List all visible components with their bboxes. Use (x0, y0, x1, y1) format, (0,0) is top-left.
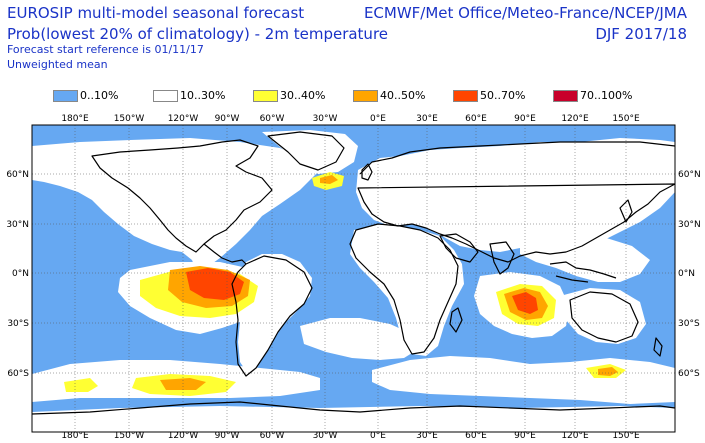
coast-antarctica (32, 401, 675, 415)
lon-tick-label: 90°E (514, 431, 536, 439)
prob-orange-southern-2 (160, 378, 206, 390)
prob-white-maritime (520, 234, 650, 282)
legend-label: 70..100% (580, 89, 633, 102)
probability-fields (32, 125, 675, 432)
lon-tick-label: 30°E (416, 114, 438, 124)
legend-swatch (453, 90, 478, 102)
legend-label: 30..40% (280, 89, 326, 102)
coast-australia (569, 291, 639, 343)
top-longitude-ticks: 180°E 150°W 120°W 90°W 60°W 30°W 0°E 30°… (61, 114, 640, 124)
lon-tick-label: 60°E (465, 431, 487, 439)
legend-swatch (253, 90, 278, 102)
left-latitude-ticks: 60°N 30°N 0°N 30°S 60°S (6, 170, 29, 379)
lon-tick-label: 120°E (561, 431, 589, 439)
map-frame (31, 124, 676, 433)
graticule (32, 125, 675, 432)
lon-tick-label: 30°W (313, 114, 338, 124)
lon-tick-label: 150°E (612, 114, 640, 124)
lon-tick-label: 90°W (215, 114, 240, 124)
lon-tick-label: 60°W (260, 431, 285, 439)
prob-yellow-southern-1 (64, 378, 98, 392)
lon-tick-label: 60°W (260, 114, 285, 124)
prob-white-africa (350, 224, 464, 356)
coastlines (32, 131, 675, 415)
lon-tick-label: 0°E (370, 114, 386, 124)
coast-eurasia (357, 141, 675, 263)
lon-tick-label: 120°E (561, 114, 589, 124)
prob-red-indian-ocean (512, 292, 538, 314)
legend-swatch (553, 90, 578, 102)
lon-tick-label: 120°W (168, 431, 199, 439)
prob-orange-southern-3 (598, 367, 618, 376)
lon-tick-label: 30°W (313, 431, 338, 439)
legend-label: 40..50% (380, 89, 426, 102)
coast-north-america (91, 139, 273, 253)
lon-tick-label: 90°W (215, 431, 240, 439)
map-area: 180°E 150°W 120°W 90°W 60°W 30°W 0°E 30°… (0, 112, 705, 441)
lat-tick-label: 60°N (6, 170, 29, 180)
prob-white-antarctica (32, 406, 675, 432)
lon-tick-label: 150°W (114, 431, 145, 439)
lat-tick-label: 30°S (7, 319, 29, 329)
lon-tick-label: 0°E (370, 431, 386, 439)
lon-tick-label: 30°E (416, 431, 438, 439)
centres-label: ECMWF/Met Office/Meteo-France/NCEP/JMA (363, 4, 687, 22)
coast-uk (361, 163, 373, 181)
map-title: EUROSIP multi-model seasonal forecast (7, 4, 305, 22)
coast-central-america (203, 243, 247, 265)
lon-tick-label: 120°W (168, 114, 199, 124)
lat-tick-label: 60°N (678, 170, 701, 180)
lon-tick-label: 90°E (514, 114, 536, 124)
legend: 0..10% 10..30% 30..40% 40..50% 50..70% 7… (0, 88, 705, 104)
legend-label: 0..10% (80, 89, 119, 102)
coast-south-america (231, 255, 313, 377)
legend-label: 50..70% (480, 89, 526, 102)
prob-red-pacific (186, 268, 244, 300)
prob-white-europe (356, 138, 675, 252)
lat-tick-label: 0°N (12, 269, 29, 279)
lat-tick-label: 30°N (678, 220, 701, 230)
coast-indonesia (549, 261, 617, 283)
legend-swatch (53, 90, 78, 102)
lon-tick-label: 150°E (612, 431, 640, 439)
prob-white-southern-atlantic (300, 318, 420, 360)
legend-label: 10..30% (180, 89, 226, 102)
legend-swatch (353, 90, 378, 102)
prob-orange-atlantic (320, 175, 338, 184)
bottom-longitude-ticks: 180°E 150°W 120°W 90°W 60°W 30°W 0°E 30°… (61, 431, 640, 441)
lat-tick-label: 30°N (6, 220, 29, 230)
forecast-period: DJF 2017/18 (595, 25, 687, 43)
coast-india (489, 241, 515, 275)
coast-greenland (267, 131, 345, 171)
lat-tick-label: 60°S (7, 369, 29, 379)
lat-tick-label: 0°N (678, 269, 695, 279)
lon-tick-label: 180°E (61, 431, 89, 439)
forecast-reference: Forecast start reference is 01/11/17 (7, 43, 204, 56)
lon-tick-label: 60°E (465, 114, 487, 124)
lat-tick-label: 30°S (678, 319, 700, 329)
coast-new-zealand (653, 337, 663, 357)
coast-arabia (439, 233, 479, 263)
lon-tick-label: 180°E (61, 114, 89, 124)
right-latitude-ticks: 60°N 30°N 0°N 30°S 60°S (678, 170, 701, 379)
lon-tick-label: 150°W (114, 114, 145, 124)
coast-madagascar (449, 307, 463, 333)
lat-tick-label: 60°S (678, 369, 700, 379)
map-subtitle: Prob(lowest 20% of climatology) - 2m tem… (7, 25, 389, 43)
legend-swatch (153, 90, 178, 102)
coast-japan (619, 199, 633, 223)
coast-africa (349, 223, 459, 355)
weighting-note: Unweighted mean (7, 58, 108, 71)
probability-map: 180°E 150°W 120°W 90°W 60°W 30°W 0°E 30°… (6, 114, 701, 441)
